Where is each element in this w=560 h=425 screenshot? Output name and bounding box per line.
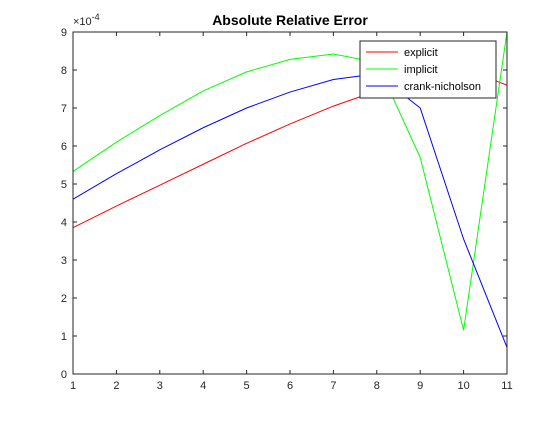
y-tick-label: 2 <box>61 293 67 305</box>
y-tick-label: 0 <box>61 369 67 381</box>
x-tick-label: 9 <box>417 380 423 392</box>
y-exponent-power: -4 <box>92 12 100 22</box>
x-tick-label: 6 <box>287 380 293 392</box>
x-tick-label: 11 <box>501 380 512 392</box>
x-tick-label: 3 <box>157 380 163 392</box>
legend-label-1: implicit <box>404 64 438 76</box>
y-tick-label: 1 <box>61 331 67 343</box>
y-tick-label: 8 <box>61 65 67 77</box>
x-tick-label: 2 <box>113 380 119 392</box>
chart-title: Absolute Relative Error <box>212 12 368 28</box>
x-tick-label: 1 <box>70 380 76 392</box>
series-line-2 <box>72 73 508 348</box>
y-tick-label: 3 <box>61 255 67 267</box>
y-tick-label: 4 <box>61 217 67 229</box>
x-tick-label: 4 <box>200 380 206 392</box>
legend-label-2: crank-nicholson <box>404 81 481 93</box>
y-exponent-label: ×10-4 <box>73 12 100 28</box>
y-exponent-base: ×10 <box>73 16 92 28</box>
x-tick-label: 7 <box>330 380 336 392</box>
legend-label-0: explicit <box>404 47 438 59</box>
x-tick-label: 10 <box>457 380 469 392</box>
svg-text:×10-4: ×10-4 <box>73 12 100 28</box>
y-tick-label: 5 <box>61 179 67 191</box>
x-tick-label: 8 <box>374 380 380 392</box>
legend: explicit implicit crank-nicholson <box>359 40 497 99</box>
x-tick-label: 5 <box>244 380 250 392</box>
y-tick-label: 9 <box>61 27 67 39</box>
series-line-1 <box>72 31 508 331</box>
y-tick-label: 6 <box>61 141 67 153</box>
y-tick-label: 7 <box>61 103 67 115</box>
